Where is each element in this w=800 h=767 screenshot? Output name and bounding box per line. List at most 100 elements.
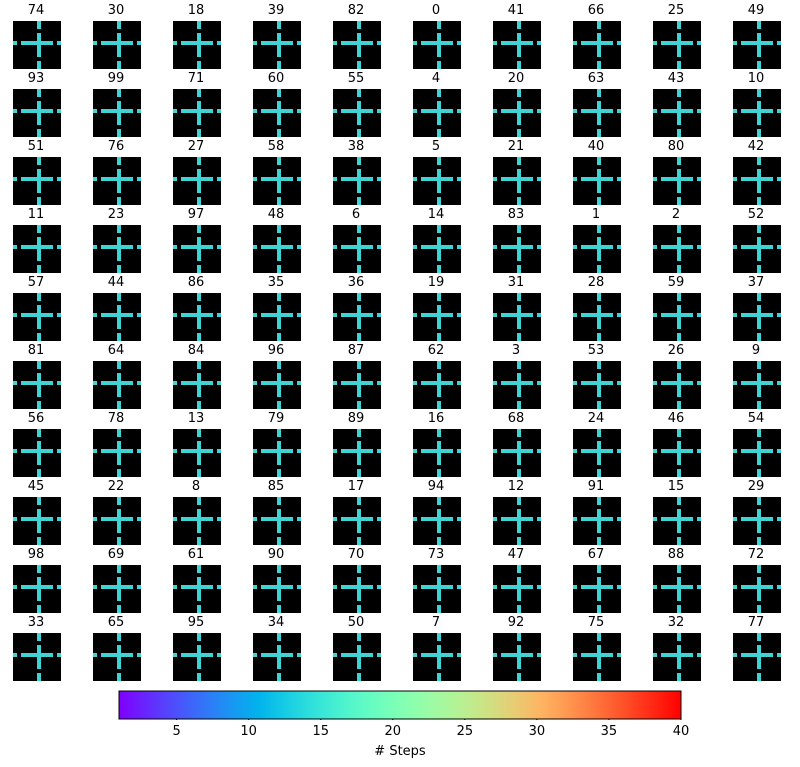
maze-wall [517, 453, 521, 457]
maze-wall [197, 577, 201, 581]
maze-wall [505, 41, 509, 45]
maze-wall [357, 381, 361, 385]
maze-wall [357, 269, 361, 273]
maze-wall [357, 169, 361, 173]
maze-wall [25, 449, 29, 453]
maze-wall [357, 177, 361, 181]
maze-wall [37, 201, 41, 205]
maze-wall [117, 377, 121, 381]
maze-plot [573, 497, 621, 545]
maze-wall [281, 245, 285, 249]
maze-wall [505, 381, 509, 385]
maze-wall [757, 269, 761, 273]
maze-wall [421, 177, 425, 181]
maze-wall [341, 313, 345, 317]
maze-wall [597, 113, 601, 117]
maze-wall [769, 245, 773, 249]
maze-wall [685, 109, 689, 113]
maze-wall [429, 245, 433, 249]
maze-wall [437, 49, 441, 53]
maze-wall [277, 461, 281, 465]
maze-wall [117, 197, 121, 201]
maze-wall [277, 113, 281, 117]
maze-wall [697, 653, 701, 657]
maze-wall [437, 121, 441, 125]
maze-wall [429, 449, 433, 453]
maze-wall [357, 653, 361, 657]
maze-wall [197, 229, 201, 233]
maze-wall [37, 189, 41, 193]
maze-wall [437, 101, 441, 105]
maze-wall [437, 21, 441, 25]
maze-wall [513, 585, 517, 589]
colorbar-tick-label: 15 [312, 724, 329, 739]
maze-wall [677, 21, 681, 25]
maze-wall [677, 633, 681, 637]
maze-wall [437, 269, 441, 273]
maze-wall [357, 101, 361, 105]
maze-wall [597, 381, 601, 385]
maze-wall [57, 381, 61, 385]
maze-wall [677, 653, 681, 657]
maze-wall [605, 313, 609, 317]
maze-wall [117, 101, 121, 105]
maze-wall [173, 517, 177, 521]
panel-title: 56 [27, 411, 45, 426]
maze-wall [281, 109, 285, 113]
maze-wall [117, 633, 121, 637]
maze-wall [125, 381, 129, 385]
maze-panel: 87 [321, 343, 391, 411]
maze-wall [29, 177, 33, 181]
maze-wall [21, 449, 25, 453]
maze-wall [517, 509, 521, 513]
maze-wall [37, 525, 41, 529]
maze-wall [277, 649, 281, 653]
maze-wall [521, 109, 525, 113]
panel-title: 46 [667, 411, 685, 426]
maze-wall [37, 649, 41, 653]
maze-trajectory-grid: 74 30 18 39 82 0 41 66 25 49 93 99 71 60 55 4 20 63 43 10 51… [13, 3, 781, 681]
maze-wall [33, 41, 37, 45]
maze-wall [597, 117, 601, 121]
maze-wall [357, 313, 361, 317]
maze-wall [585, 449, 589, 453]
maze-wall [117, 41, 121, 45]
maze-wall [181, 517, 185, 521]
panel-title: 51 [27, 139, 45, 154]
maze-wall [593, 109, 597, 113]
maze-wall [185, 449, 189, 453]
maze-wall [93, 449, 97, 453]
maze-wall [37, 441, 41, 445]
maze-wall [37, 321, 41, 325]
panel-title: 93 [27, 71, 45, 86]
maze-wall [745, 381, 749, 385]
maze-wall [357, 297, 361, 301]
maze-wall [37, 133, 41, 137]
maze-wall [137, 41, 141, 45]
maze-wall [517, 133, 521, 137]
maze-wall [205, 449, 209, 453]
maze-wall [509, 585, 513, 589]
maze-wall [745, 517, 749, 521]
panel-title: 28 [587, 275, 605, 290]
maze-wall [421, 653, 425, 657]
maze-wall [457, 517, 461, 521]
maze-wall [277, 673, 281, 677]
maze-wall [677, 441, 681, 445]
maze-wall [345, 245, 349, 249]
maze-wall [277, 93, 281, 97]
maze-wall [449, 517, 453, 521]
maze-wall [517, 49, 521, 53]
maze-wall [197, 633, 201, 637]
maze-wall [589, 517, 593, 521]
maze-wall [277, 677, 281, 681]
maze-wall [37, 185, 41, 189]
maze-wall [37, 197, 41, 201]
maze-wall [425, 41, 429, 45]
maze-wall [517, 405, 521, 409]
maze-panel: 16 [401, 411, 471, 479]
maze-wall [501, 449, 505, 453]
panel-title: 63 [587, 71, 605, 86]
maze-wall [733, 245, 737, 249]
maze-wall [677, 161, 681, 165]
